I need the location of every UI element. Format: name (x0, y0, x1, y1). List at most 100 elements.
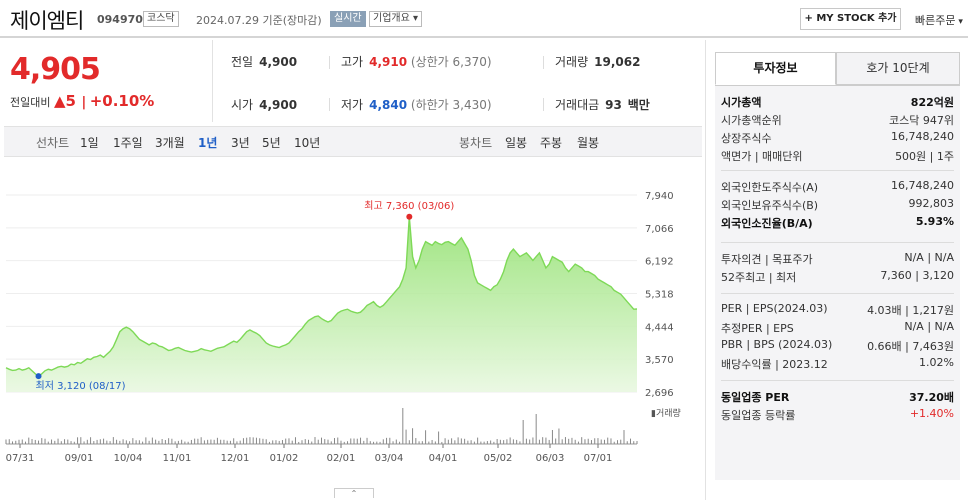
info-row: 추정PER | EPS N/A | N/A (721, 320, 954, 337)
price-area (6, 216, 637, 392)
info-row-label: PBR | BPS (2024.03) (721, 338, 833, 351)
info-row-value: 500원 | 1주 (895, 150, 954, 163)
change-value: 5 (65, 92, 76, 110)
current-price: 4,905 (10, 52, 101, 87)
info-row-value: N/A | N/A (904, 320, 954, 333)
x-tick-label: 01/02 (270, 453, 299, 464)
candle-weekly[interactable]: 주봉 (540, 136, 563, 150)
y-tick-label: 5,318 (645, 290, 674, 301)
info-row-value: 5.93% (915, 215, 954, 228)
chevron-up-icon: ⌃ (350, 489, 358, 498)
x-tick-label: 03/04 (375, 453, 404, 464)
info-row-value: 0.66배 | 7,463원 (867, 340, 954, 353)
info-row: 상장주식수 16,748,240 (721, 130, 954, 147)
info-row-label: 상장주식수 (721, 132, 772, 145)
high-price: 고가 4,910 (상한가 6,370) (341, 55, 492, 69)
x-tick-label: 09/01 (65, 453, 94, 464)
y-tick-label: 7,066 (645, 224, 674, 235)
info-row: PER | EPS(2024.03) 4.03배 | 1,217원 (721, 302, 954, 319)
dropdown-arrow-icon: ▾ (409, 13, 419, 24)
x-tick-label: 10/04 (114, 453, 143, 464)
info-row-label: PER | EPS(2024.03) (721, 302, 828, 315)
x-tick-label: 04/01 (429, 453, 458, 464)
candle-daily[interactable]: 일봉 (505, 136, 528, 150)
x-tick-label: 05/02 (484, 453, 513, 464)
company-info-dropdown[interactable]: 기업개요 ▾ (369, 11, 423, 27)
tab-investment-info[interactable]: 투자정보 (715, 52, 836, 85)
info-row: 액면가 | 매매단위 500원 | 1주 (721, 148, 954, 165)
volume-legend: ▮거래량 (651, 407, 681, 419)
info-row-label: 외국인한도주식수(A) (721, 181, 819, 194)
trade-amount: 거래대금 93 백만 (555, 98, 650, 112)
info-row: 투자의견 | 목표주가 N/A | N/A (721, 251, 954, 268)
candle-monthly[interactable]: 월봉 (577, 136, 600, 150)
info-row-value: 7,360 | 3,120 (880, 269, 954, 282)
info-row: 동일업종 PER 37.20배 (721, 389, 954, 406)
info-row-value: +1.40% (909, 407, 954, 420)
period-3y[interactable]: 3년 (231, 136, 250, 150)
info-row-label: 동일업종 PER (721, 391, 790, 404)
stock-header: 제이엠티 094970 코스닥 2024.07.29 기준(장마감) 실시간 기… (0, 0, 968, 38)
info-row-value: 코스닥 947위 (889, 114, 954, 127)
info-row: 시가총액 822억원 (721, 94, 954, 111)
fast-order-label: 빠른주문 (915, 14, 956, 27)
y-tick-label: 7,940 (645, 191, 674, 202)
info-row-label: 시가총액 (721, 96, 762, 109)
row-divider (721, 242, 954, 243)
info-row-label: 시가총액순위 (721, 114, 782, 127)
add-mystock-button[interactable]: + MY STOCK 추가 (800, 8, 901, 30)
expand-chart-button[interactable]: ⌃ (334, 488, 374, 498)
max-price-label: 최고 7,360 (03/06) (364, 200, 454, 212)
info-row-value: 4.03배 | 1,217원 (867, 304, 954, 317)
info-row-value: N/A | N/A (904, 251, 954, 264)
market-badge: 코스닥 (143, 11, 179, 27)
price-change: 전일대비 ▲5 | +0.10% (10, 92, 155, 110)
info-row-value: 1.02% (919, 356, 954, 369)
up-arrow-icon: ▲ (53, 92, 66, 110)
base-date: 2024.07.29 기준(장마감) (196, 14, 322, 27)
chevron-down-icon: ▾ (955, 17, 963, 27)
info-row: 외국인소진율(B/A) 5.93% (721, 215, 954, 232)
price-stats-grid: 전일 4,900 고가 4,910 (상한가 6,370) 거래량 19,062 시가… (212, 40, 702, 122)
realtime-badge[interactable]: 실시간 (330, 11, 366, 27)
fast-order-link[interactable]: 빠른주문 ▾ (915, 12, 963, 28)
x-tick-label: 12/01 (221, 453, 250, 464)
tab-order-book[interactable]: 호가 10단계 (836, 52, 960, 85)
x-tick-label: 07/31 (6, 453, 35, 464)
info-row-label: 추정PER | EPS (721, 322, 794, 335)
info-row: 동일업종 등락률 +1.40% (721, 407, 954, 424)
info-row: 배당수익률 | 2023.12 1.02% (721, 356, 954, 373)
price-chart[interactable]: 7,940 7,066 6,192 5,318 4,444 3,570 2,696 최고 7,… (4, 158, 702, 498)
row-divider (721, 380, 954, 381)
open-price: 시가 4,900 (231, 98, 298, 112)
y-tick-label: 6,192 (645, 257, 674, 268)
period-1w[interactable]: 1주일 (113, 136, 143, 150)
info-row-label: 동일업종 등락률 (721, 409, 796, 422)
info-row-value: 822억원 (910, 96, 954, 109)
info-row-label: 배당수익률 | 2023.12 (721, 358, 828, 371)
period-10y[interactable]: 10년 (294, 136, 321, 150)
info-row-label: 외국인보유주식수(B) (721, 199, 819, 212)
line-chart-label: 선차트 (36, 136, 70, 150)
info-row-label: 투자의견 | 목표주가 (721, 253, 813, 266)
period-1d[interactable]: 1일 (80, 136, 99, 150)
info-row: 외국인한도주식수(A) 16,748,240 (721, 179, 954, 196)
low-price: 저가 4,840 (하한가 3,430) (341, 98, 492, 112)
period-1y[interactable]: 1년 (198, 136, 218, 150)
info-row: 52주최고 | 최저 7,360 | 3,120 (721, 269, 954, 286)
y-tick-label: 2,696 (645, 388, 674, 399)
info-row-value: 16,748,240 (891, 179, 954, 192)
period-3m[interactable]: 3개월 (155, 136, 185, 150)
info-row-label: 52주최고 | 최저 (721, 271, 797, 284)
row-divider (721, 293, 954, 294)
info-row-label: 액면가 | 매매단위 (721, 150, 803, 163)
price-line (5, 216, 638, 377)
volume: 거래량 19,062 (555, 55, 641, 69)
info-row: 시가총액순위 코스닥 947위 (721, 112, 954, 129)
row-divider (721, 170, 954, 171)
y-tick-label: 3,570 (645, 355, 674, 366)
period-5y[interactable]: 5년 (262, 136, 281, 150)
info-row-value: 16,748,240 (891, 130, 954, 143)
